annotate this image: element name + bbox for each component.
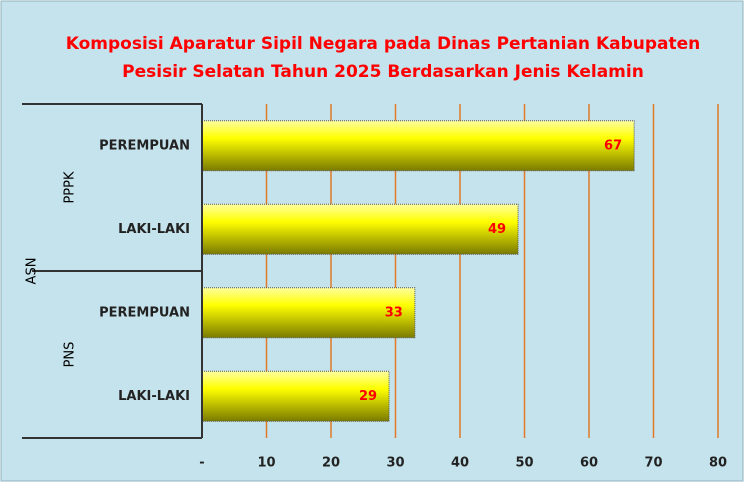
bar xyxy=(201,370,390,422)
y-tick-label: PEREMPUAN xyxy=(99,305,190,320)
group-label: PPPK xyxy=(63,171,78,204)
x-tick-label: - xyxy=(199,456,204,471)
x-tick-label: 80 xyxy=(709,456,727,471)
x-tick-label: 70 xyxy=(644,456,662,471)
chart-title: Pesisir Selatan Tahun 2025 Berdasarkan J… xyxy=(122,62,644,82)
value-label: 33 xyxy=(385,305,403,320)
bar xyxy=(201,120,635,172)
chart-title: Komposisi Aparatur Sipil Negara pada Din… xyxy=(66,34,701,54)
group-label: PNS xyxy=(63,342,78,368)
x-tick-label: 30 xyxy=(386,456,404,471)
value-label: 67 xyxy=(604,138,622,153)
x-tick-label: 20 xyxy=(322,456,340,471)
bar xyxy=(201,287,416,339)
x-tick-label: 60 xyxy=(580,456,598,471)
value-label: 29 xyxy=(359,389,377,404)
x-tick-label: 10 xyxy=(257,456,275,471)
x-tick-label: 50 xyxy=(515,456,533,471)
y-tick-label: LAKI-LAKI xyxy=(118,222,190,237)
y-tick-label: LAKI-LAKI xyxy=(118,389,190,404)
value-label: 49 xyxy=(488,222,506,237)
x-tick-label: 40 xyxy=(451,456,469,471)
outer-group-label: ASN xyxy=(25,258,40,285)
y-tick-label: PEREMPUAN xyxy=(99,138,190,153)
bar xyxy=(201,203,519,255)
